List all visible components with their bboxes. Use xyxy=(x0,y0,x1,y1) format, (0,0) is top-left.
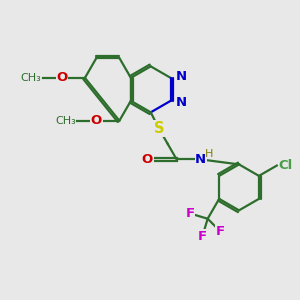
Text: N: N xyxy=(195,153,206,166)
Text: F: F xyxy=(216,225,225,238)
Text: F: F xyxy=(186,207,195,220)
Text: CH₃: CH₃ xyxy=(55,116,76,126)
Text: O: O xyxy=(56,71,68,84)
Text: O: O xyxy=(91,114,102,127)
Text: F: F xyxy=(198,230,207,243)
Text: CH₃: CH₃ xyxy=(21,73,41,83)
Text: O: O xyxy=(142,153,153,166)
Text: S: S xyxy=(154,121,164,136)
Text: Cl: Cl xyxy=(278,159,292,172)
Text: N: N xyxy=(176,70,187,83)
Text: H: H xyxy=(205,149,213,159)
Text: N: N xyxy=(176,96,187,109)
